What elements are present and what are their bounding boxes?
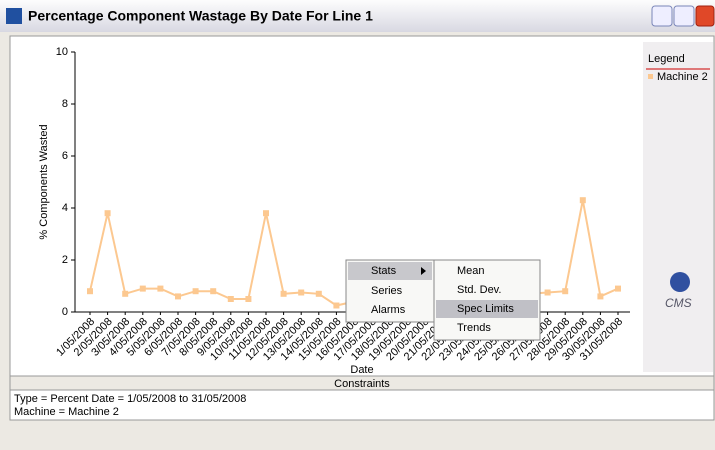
point bbox=[263, 210, 269, 217]
legend-entry: Machine 2 bbox=[657, 71, 708, 83]
point bbox=[333, 302, 340, 309]
submenu-item[interactable]: Trends bbox=[457, 322, 491, 334]
close-button[interactable] bbox=[695, 5, 715, 27]
logo bbox=[670, 272, 690, 292]
y-tick-label: 8 bbox=[62, 98, 68, 110]
point bbox=[210, 288, 217, 295]
point bbox=[157, 285, 164, 292]
y-tick-label: 2 bbox=[62, 254, 68, 266]
title-bar bbox=[0, 0, 715, 32]
legend-title: Legend bbox=[648, 53, 685, 65]
point bbox=[298, 289, 305, 296]
point bbox=[615, 285, 621, 292]
point bbox=[87, 288, 93, 295]
point bbox=[139, 285, 146, 292]
menu-item[interactable]: Stats bbox=[371, 265, 397, 277]
legend-panel bbox=[643, 42, 713, 372]
point bbox=[544, 289, 551, 296]
point bbox=[175, 293, 181, 300]
point bbox=[597, 293, 604, 300]
maximize-button[interactable] bbox=[673, 5, 695, 27]
minimize-button[interactable] bbox=[651, 5, 673, 27]
constraint-line: Machine = Machine 2 bbox=[14, 406, 119, 418]
constraints-box bbox=[9, 389, 715, 421]
submenu-item[interactable]: Std. Dev. bbox=[457, 284, 501, 296]
y-tick-label: 6 bbox=[62, 150, 68, 162]
point bbox=[315, 290, 322, 297]
point bbox=[227, 296, 234, 302]
menu-highlight bbox=[348, 262, 432, 280]
menu-item[interactable]: Series bbox=[371, 285, 403, 297]
point bbox=[192, 288, 199, 295]
constraint-line: Type = Percent Date = 1/05/2008 to 31/05… bbox=[14, 393, 246, 405]
point bbox=[245, 296, 252, 302]
submenu-item[interactable]: Spec Limits bbox=[457, 303, 514, 315]
point bbox=[104, 210, 111, 217]
point bbox=[122, 290, 129, 297]
constraints-title: Constraints bbox=[334, 378, 390, 390]
submenu-highlight bbox=[436, 300, 538, 318]
submenu-arrow bbox=[421, 267, 426, 275]
context-menu: Stats Series Alarms Mean Std. Dev. Spec … bbox=[345, 259, 541, 341]
y-tick-label: 10 bbox=[56, 46, 68, 58]
y-tick-label: 0 bbox=[62, 306, 68, 318]
y-tick-label: 4 bbox=[62, 202, 68, 214]
point bbox=[579, 197, 586, 204]
window-title: Percentage Component Wastage By Date For… bbox=[28, 8, 373, 24]
y-axis-label: % Components Wasted bbox=[38, 124, 50, 239]
point bbox=[280, 290, 287, 297]
legend-swatch bbox=[648, 74, 653, 79]
app-icon bbox=[6, 8, 22, 24]
submenu-item[interactable]: Mean bbox=[457, 265, 485, 277]
logo-text: CMS bbox=[665, 296, 692, 310]
point bbox=[562, 288, 569, 295]
x-axis-label: Date bbox=[350, 364, 373, 376]
menu-item[interactable]: Alarms bbox=[371, 304, 406, 316]
